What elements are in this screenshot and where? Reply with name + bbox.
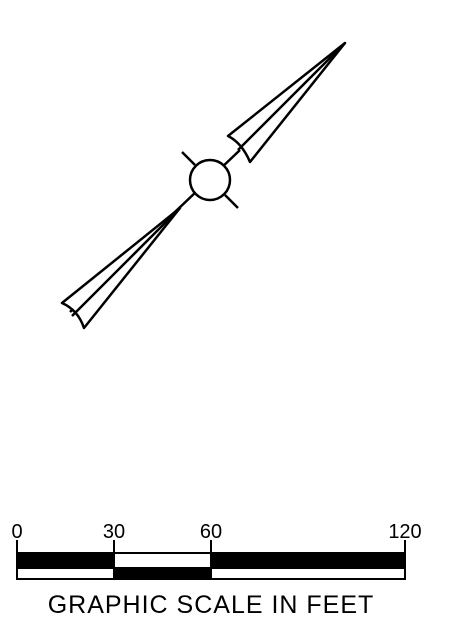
graphic-scale: 0 30 60 120 (11, 521, 422, 580)
arrow-head-lower-rib (71, 207, 181, 317)
scale-segment (210, 567, 406, 580)
scale-tick-label: 0 (11, 521, 22, 543)
scale-segment (16, 552, 115, 569)
scale-segment (16, 567, 115, 580)
arrow-head-upper-rib (237, 42, 346, 151)
arrow-hub (188, 158, 232, 202)
scale-tick-label: 60 (200, 521, 222, 543)
scale-caption: GRAPHIC SCALE IN FEET (48, 591, 375, 619)
hub-tick (181, 151, 196, 166)
north-arrow (60, 41, 347, 330)
scale-segment (210, 552, 406, 569)
hub-tick (224, 194, 239, 209)
scale-tick-label: 120 (388, 521, 421, 543)
scale-segment (113, 567, 212, 580)
scale-tick-label: 30 (103, 521, 125, 543)
scale-segment (113, 552, 212, 569)
